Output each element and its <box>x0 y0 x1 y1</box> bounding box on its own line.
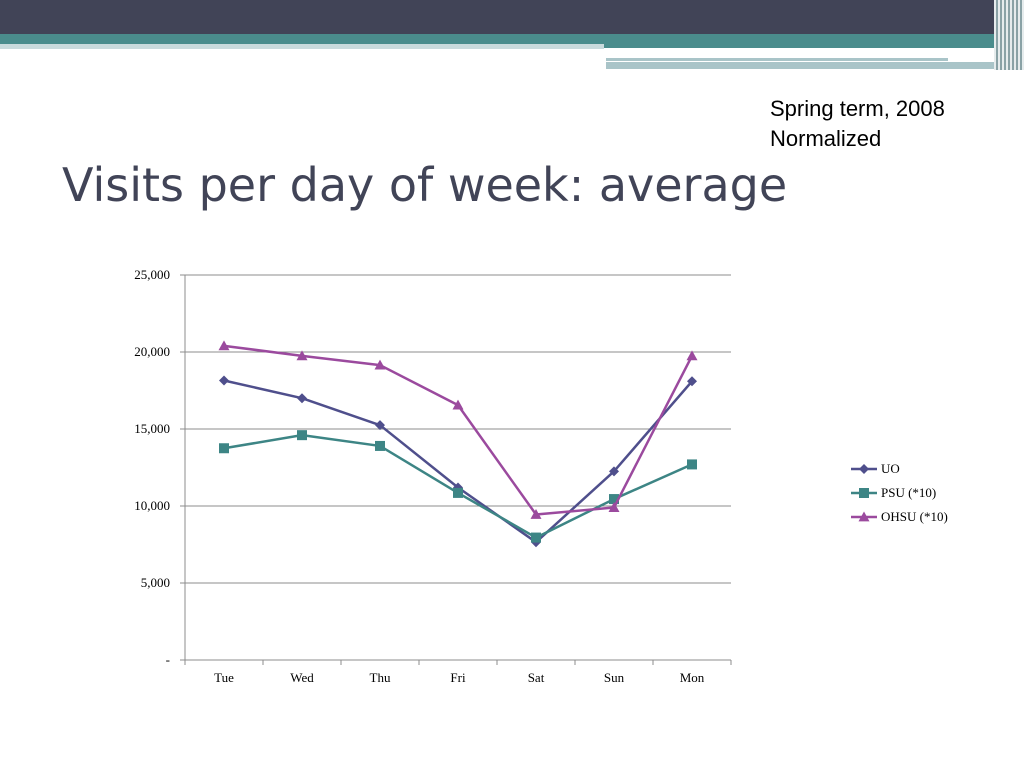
data-point-2 <box>531 532 541 543</box>
data-point-1 <box>219 375 229 386</box>
data-point-3 <box>374 359 386 370</box>
x-tick-label: Wed <box>290 670 314 685</box>
y-tick-label: 15,000 <box>134 421 170 436</box>
y-tick-label: 10,000 <box>134 498 170 513</box>
note-normalized: Normalized <box>770 126 882 151</box>
header-band-light <box>0 44 604 49</box>
x-tick-label: Tue <box>214 670 234 685</box>
header-band-dark <box>0 0 1024 34</box>
y-tick-label: 25,000 <box>134 267 170 282</box>
data-point-3 <box>452 399 464 410</box>
x-tick-label: Fri <box>450 670 466 685</box>
data-point-3 <box>296 350 308 361</box>
data-point-1 <box>687 376 697 387</box>
x-tick-label: Sun <box>604 670 625 685</box>
header-band-accent <box>606 58 948 61</box>
slide-title: Visits per day of week: average <box>62 158 788 212</box>
note-term: Spring term, 2008 <box>770 96 945 121</box>
data-point-1 <box>297 393 307 404</box>
legend-marker <box>858 511 870 522</box>
data-point-2 <box>375 440 385 451</box>
y-tick-label: 20,000 <box>134 344 170 359</box>
header-stripes <box>994 0 1024 70</box>
y-tick-label: 5,000 <box>141 575 170 590</box>
y-tick-label: - <box>166 652 170 667</box>
data-point-2 <box>297 430 307 441</box>
header-band-accent-2 <box>606 62 1024 69</box>
data-point-3 <box>218 340 230 351</box>
x-tick-label: Mon <box>680 670 705 685</box>
legend-label: UO <box>881 461 900 476</box>
data-point-3 <box>530 508 542 519</box>
legend-label: PSU (*10) <box>881 485 936 500</box>
data-point-1 <box>375 420 385 431</box>
data-point-2 <box>687 459 697 470</box>
x-tick-label: Thu <box>370 670 391 685</box>
legend-marker <box>859 488 869 498</box>
legend-marker <box>859 464 869 474</box>
data-point-2 <box>453 487 463 498</box>
x-tick-label: Sat <box>528 670 545 685</box>
data-point-2 <box>609 494 619 505</box>
data-point-2 <box>219 443 229 454</box>
data-point-3 <box>686 350 698 361</box>
data-point-3 <box>608 502 620 512</box>
slide-note: Spring term, 2008 Normalized <box>770 94 945 154</box>
data-point-1 <box>609 466 619 477</box>
legend-label: OHSU (*10) <box>881 509 948 524</box>
